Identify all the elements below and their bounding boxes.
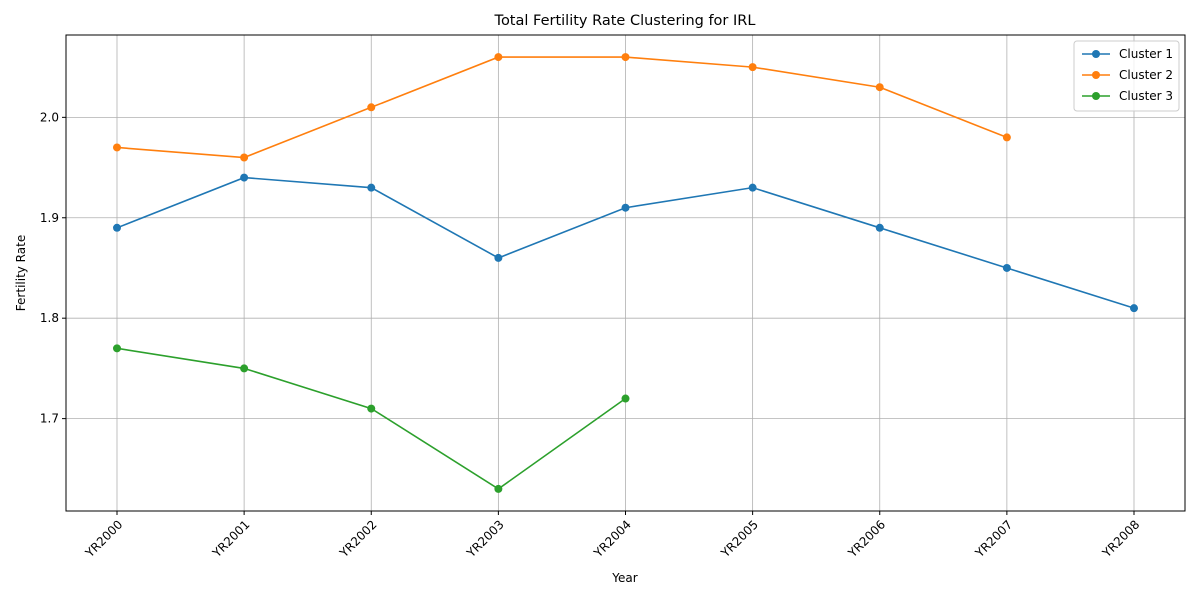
legend-swatch-marker	[1092, 71, 1100, 79]
x-tick-label: YR2005	[718, 517, 761, 560]
y-tick-label: 2.0	[40, 110, 59, 124]
data-point	[240, 153, 249, 162]
legend-label: Cluster 1	[1119, 47, 1173, 61]
x-tick-label: YR2004	[591, 517, 634, 560]
data-point	[1002, 133, 1011, 142]
series-lines	[113, 53, 1138, 493]
data-point	[367, 103, 376, 112]
axis-ticks: YR2000 YR2001 YR2002 YR2003 YR2004 YR2005 YR20…	[40, 110, 1142, 560]
series-line-cluster-2	[116, 56, 1008, 159]
y-tick-label: 1.9	[40, 211, 59, 225]
data-point	[748, 63, 757, 72]
legend-label: Cluster 2	[1119, 68, 1173, 82]
data-point	[621, 394, 630, 403]
data-point	[875, 223, 884, 232]
data-point	[113, 223, 121, 232]
data-point	[1130, 304, 1138, 313]
data-point	[113, 143, 121, 152]
y-tick-label: 1.8	[40, 311, 59, 325]
x-tick-label: YR2006	[845, 517, 888, 560]
grid-lines	[66, 35, 1185, 511]
data-point	[113, 344, 121, 353]
y-axis-label: Fertility Rate	[14, 235, 28, 311]
x-tick-label: YR2007	[972, 517, 1015, 560]
x-tick-label: YR2000	[82, 517, 125, 560]
legend-swatch-marker	[1092, 50, 1100, 58]
x-tick-label: YR2008	[1099, 517, 1142, 560]
x-tick-label: YR2003	[463, 517, 506, 560]
x-tick-label: YR2001	[209, 517, 252, 560]
x-tick-label: YR2002	[336, 517, 379, 560]
data-point	[1002, 263, 1011, 272]
data-point	[875, 83, 884, 92]
data-point	[621, 53, 630, 62]
x-axis-label: Year	[611, 571, 637, 585]
legend-box	[1073, 40, 1180, 112]
legend: Cluster 1 Cluster 2 Cluster 3	[1073, 40, 1180, 112]
legend-label: Cluster 3	[1119, 89, 1173, 103]
data-point	[494, 53, 503, 62]
data-point	[494, 484, 503, 493]
data-point	[240, 173, 249, 182]
data-point	[240, 364, 249, 373]
data-point	[367, 183, 376, 192]
chart-title: Total Fertility Rate Clustering for IRL	[494, 13, 756, 29]
data-point	[367, 404, 376, 413]
data-point	[748, 183, 757, 192]
y-tick-label: 1.7	[40, 412, 59, 426]
data-point	[494, 253, 503, 262]
data-point	[621, 203, 630, 212]
legend-swatch-marker	[1092, 92, 1100, 100]
